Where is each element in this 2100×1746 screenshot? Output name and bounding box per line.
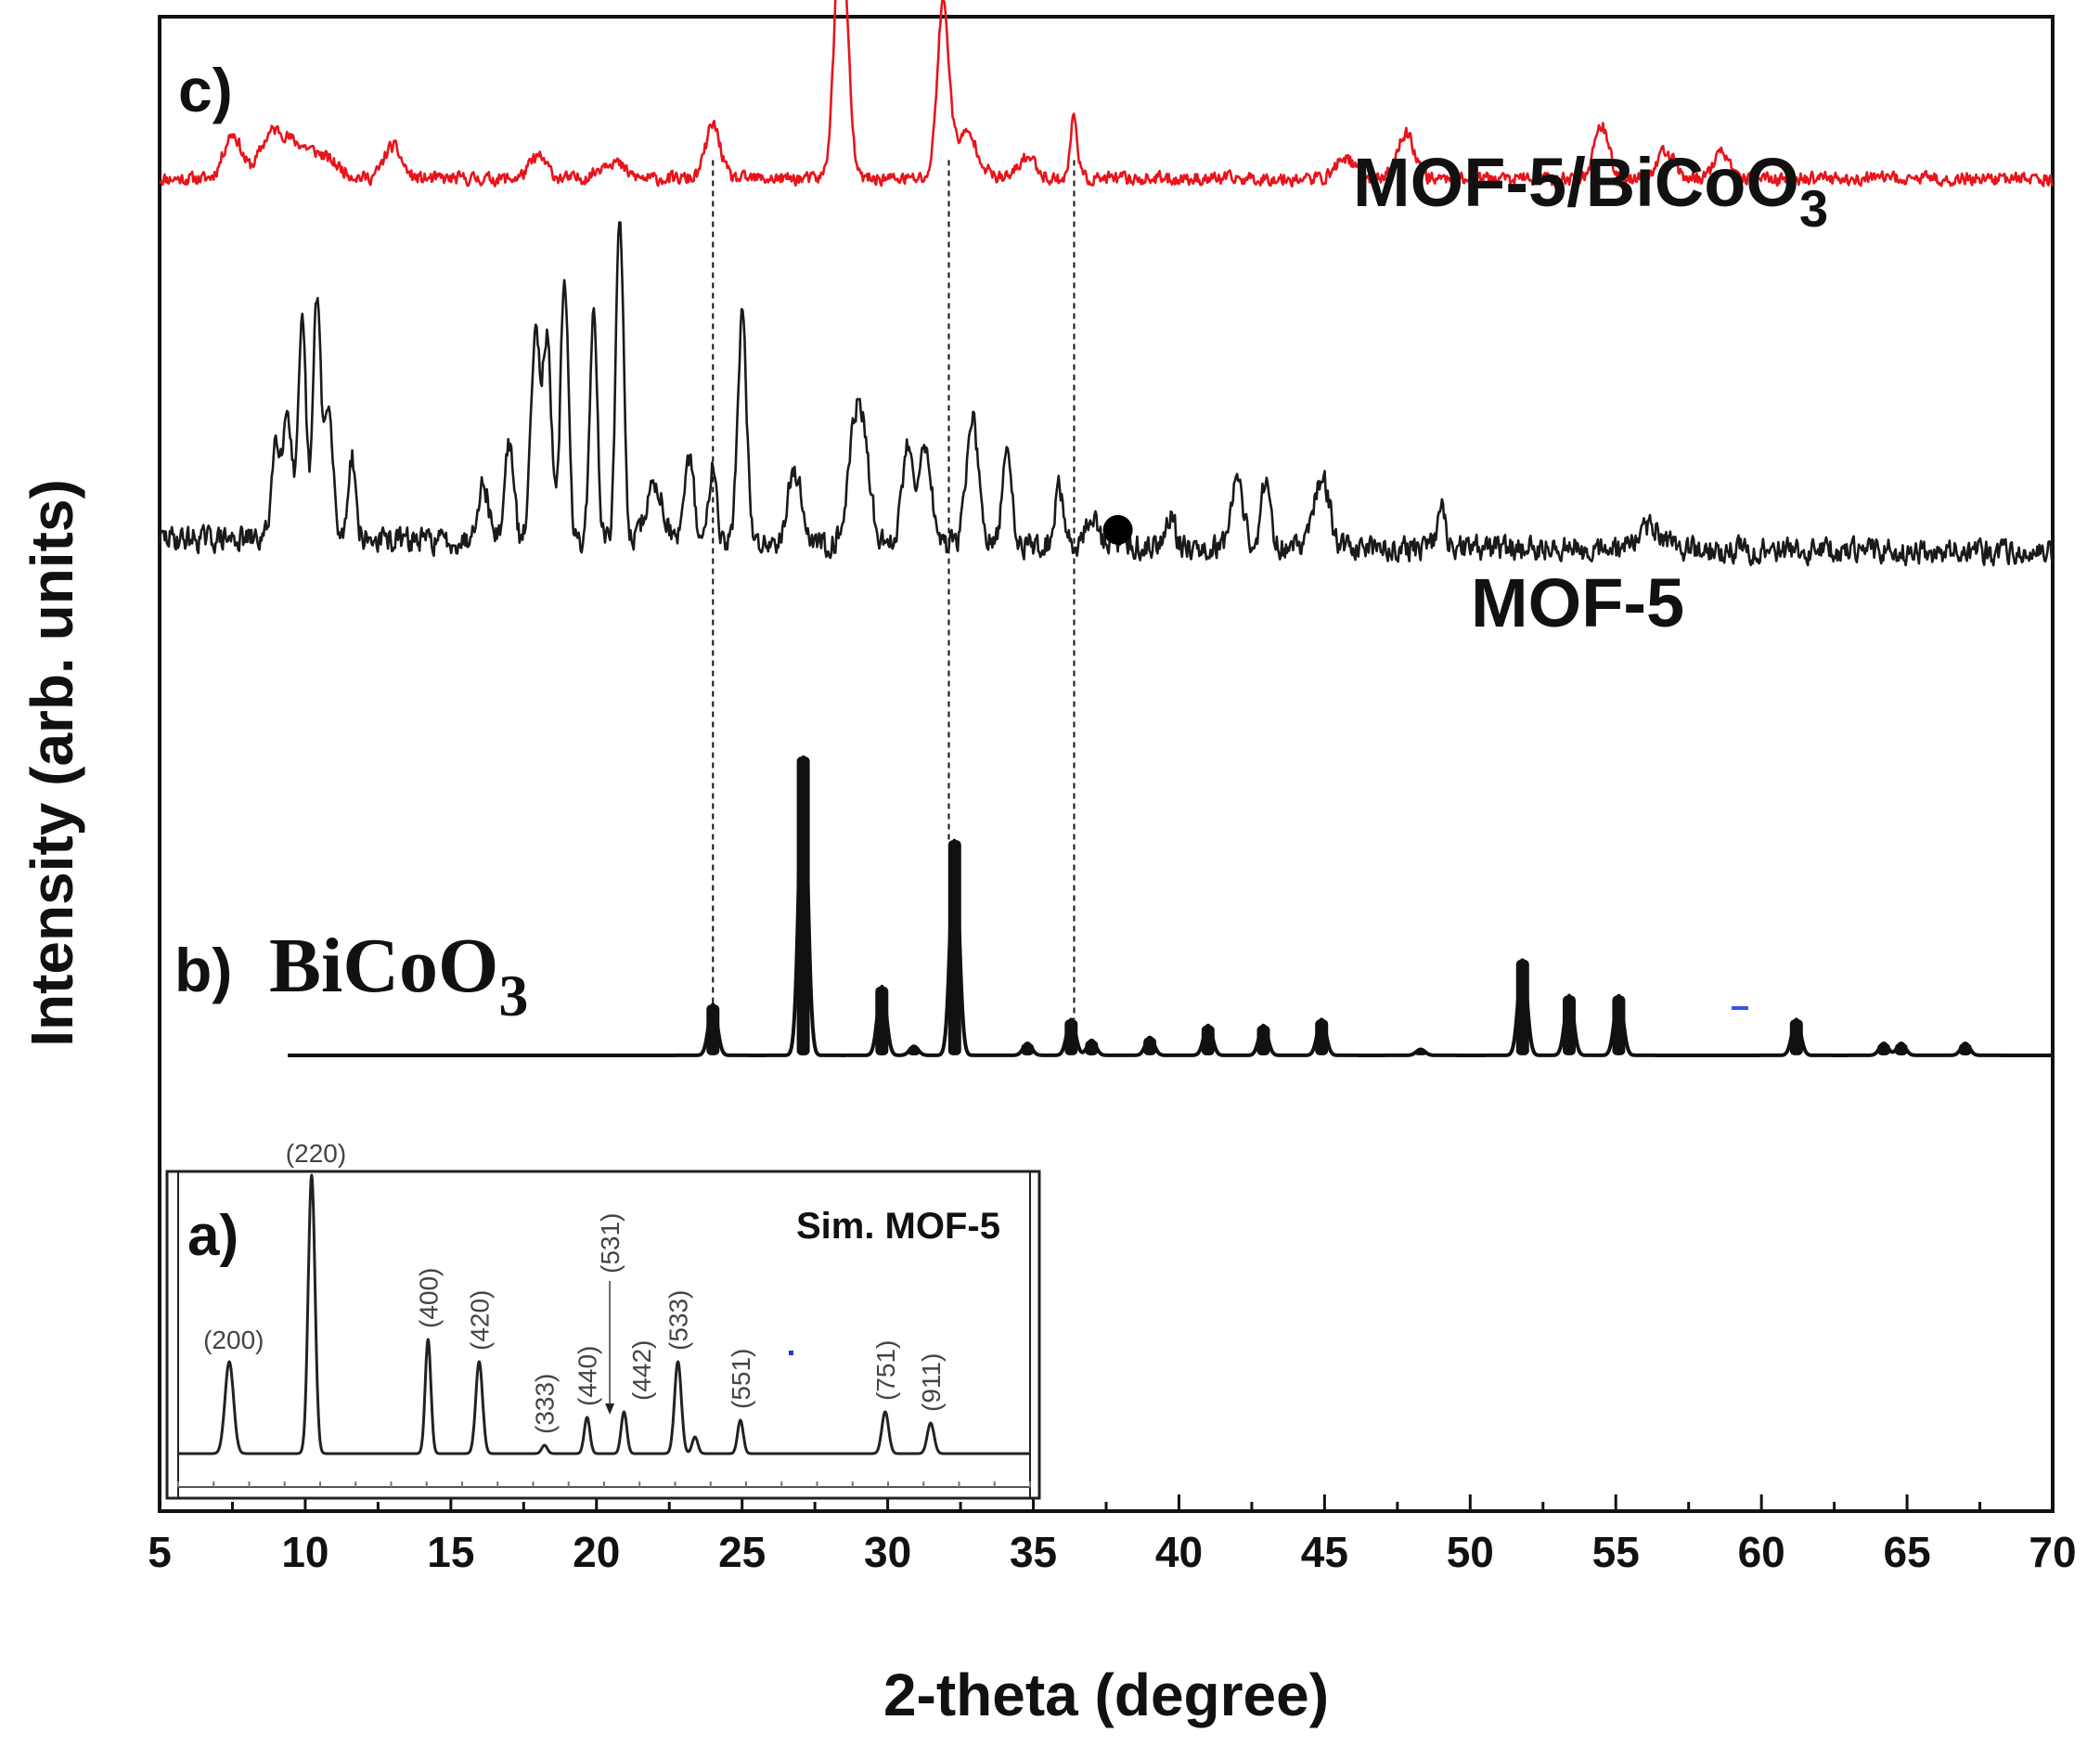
bicoo3-peak-bar — [947, 840, 961, 1055]
inset-pointer-arrow — [605, 1403, 615, 1415]
inset-title: Sim. MOF-5 — [796, 1206, 1000, 1247]
panel-label-b: b) — [174, 936, 232, 1004]
series-line-bicoo3 — [287, 755, 2054, 1057]
series-line-mof5-bicoo3 — [159, 0, 2055, 188]
inset-ticks — [177, 1481, 1031, 1487]
inset-sim-curve — [177, 1173, 1031, 1455]
inset-annotations: (200) (220) (400) (420) (333) (440) (531) (442)… — [203, 1139, 946, 1434]
x-tick-label: 40 — [1155, 1528, 1203, 1576]
inset-curve-layer — [177, 1173, 1031, 1455]
bicoo3-peak-bar — [1877, 1043, 1890, 1055]
x-tick-label: 10 — [281, 1528, 329, 1576]
x-tick-label: 45 — [1301, 1528, 1348, 1576]
inset-miller-index: (442) — [627, 1340, 656, 1401]
bicoo3-peak-bar — [1612, 995, 1626, 1055]
inset-miller-index: (220) — [286, 1139, 346, 1168]
inset-miller-index: (751) — [871, 1340, 900, 1401]
panel-label-a: a) — [187, 1204, 238, 1268]
bicoo3-peak-bar — [1414, 1049, 1427, 1055]
x-tick-label: 30 — [864, 1528, 911, 1576]
bicoo3-peak-bar — [1064, 1019, 1078, 1055]
x-tick-label: 70 — [2029, 1528, 2076, 1576]
inset-miller-index: (400) — [414, 1268, 443, 1328]
bicoo3-peak-bar — [1021, 1043, 1035, 1055]
bicoo3-peak-bar — [1563, 995, 1576, 1055]
panel-label-c: c) — [178, 56, 233, 124]
series-layer — [158, 0, 2055, 1057]
x-axis: 5 10 15 20 25 30 35 40 45 50 55 60 65 70 — [148, 1494, 2077, 1576]
x-tick-label: 65 — [1883, 1528, 1930, 1576]
bicoo3-peak-bar — [1201, 1025, 1215, 1055]
inset-miller-index: (440) — [573, 1346, 602, 1406]
series-label-mof5: MOF-5 — [1471, 564, 1684, 641]
x-tick-label: 55 — [1592, 1528, 1640, 1576]
bicoo3-peak-bar — [907, 1046, 921, 1055]
inset-frame — [165, 1170, 1041, 1500]
series-label-bicoo3: BiCoO3 — [269, 923, 528, 1028]
inset-blue-dot — [789, 1351, 793, 1355]
x-axis-title: 2-theta (degree) — [883, 1662, 1329, 1728]
inset-miller-index: (333) — [531, 1374, 560, 1434]
bicoo3-peak-bar — [706, 1004, 720, 1055]
marker-dot — [1102, 514, 1133, 545]
bicoo3-peak-bar — [1894, 1043, 1908, 1055]
x-tick-label: 15 — [427, 1528, 474, 1576]
inset-miller-index: (420) — [465, 1290, 494, 1351]
blue-dash — [1732, 1006, 1748, 1010]
inset-miller-index: (200) — [203, 1326, 264, 1354]
series-label-mof5-bicoo3: MOF-5/BiCoO3 — [1353, 144, 1828, 238]
inset-sim-mof5: a) Sim. MOF-5 (200)(220)(400) (420)(333)(… — [165, 1139, 1041, 1500]
bicoo3-peak-bar — [1789, 1019, 1803, 1055]
bicoo3-peak-bar — [1958, 1043, 1972, 1055]
x-tick-label: 50 — [1447, 1528, 1494, 1576]
x-tick-label: 25 — [718, 1528, 766, 1576]
x-tick-label: 60 — [1738, 1528, 1785, 1576]
inset-miller-index: (531) — [596, 1213, 625, 1274]
x-tick-label: 20 — [573, 1528, 620, 1576]
bicoo3-peak-bar — [1085, 1040, 1099, 1055]
bicoo3-peak-bar — [1515, 959, 1529, 1055]
bicoo3-peak-bar — [875, 986, 889, 1055]
bicoo3-peak-bar — [1143, 1037, 1157, 1055]
bicoo3-peak-bar — [1315, 1019, 1329, 1055]
x-tick-label: 35 — [1010, 1528, 1057, 1576]
inset-miller-index: (533) — [664, 1290, 693, 1351]
inset-miller-index: (551) — [727, 1349, 755, 1409]
bicoo3-peak-bar — [1256, 1025, 1270, 1055]
series-line-mof5 — [158, 221, 2055, 567]
inset-miller-index: (911) — [917, 1353, 946, 1412]
bicoo3-peak-bar — [796, 757, 810, 1055]
x-tick-label: 5 — [148, 1528, 172, 1576]
y-axis-title: Intensity (arb. units) — [19, 479, 85, 1047]
dashed-guides — [712, 160, 1076, 1020]
